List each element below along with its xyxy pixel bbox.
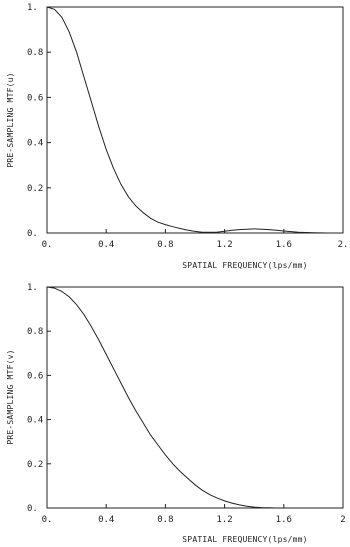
- lower-x-tick-label: 2: [340, 515, 345, 525]
- upper-x-axis-label: SPATIAL FREQUENCY(lps/mm): [182, 261, 307, 270]
- upper-x-tick-label: 2.: [338, 240, 349, 250]
- lower-x-ticks: 0. 0.4 0.8 1.2 1.6 2: [42, 504, 346, 525]
- lower-x-axis-label: SPATIAL FREQUENCY(lps/mm): [182, 535, 307, 544]
- upper-y-tick-label: 0.8: [27, 48, 43, 58]
- lower-y-tick-label: 0.8: [27, 327, 43, 337]
- lower-y-tick-label: 1.: [27, 283, 38, 293]
- lower-x-tick-label: 0.8: [157, 515, 173, 525]
- upper-y-tick-label: 1.: [27, 3, 38, 13]
- upper-plot-frame: [46, 6, 344, 234]
- upper-x-tick-label: 0.8: [157, 240, 173, 250]
- upper-x-tick-label: 0.: [42, 240, 53, 250]
- lower-y-tick-label: 0.: [27, 504, 38, 514]
- upper-y-tick-label: 0.: [27, 229, 38, 239]
- upper-y-tick-label: 0.6: [27, 93, 43, 103]
- lower-y-tick-label: 0.6: [27, 371, 43, 381]
- lower-y-axis-label: PRE-SAMPLING MTF(v): [6, 349, 15, 444]
- upper-x-tick-label: 1.2: [216, 240, 232, 250]
- lower-y-tick-label: 0.2: [27, 460, 43, 470]
- lower-plot-frame: [46, 286, 344, 509]
- upper-y-axis-label: PRE-SAMPLING MTF(u): [6, 72, 15, 167]
- upper-y-tick-label: 0.4: [27, 139, 43, 149]
- upper-y-ticks: 0. 0.2 0.4 0.6 0.8 1.: [27, 3, 51, 239]
- upper-y-tick-label: 0.2: [27, 184, 43, 194]
- lower-x-tick-label: 1.2: [216, 515, 232, 525]
- lower-x-tick-label: 0.: [42, 515, 53, 525]
- upper-x-tick-label: 1.6: [276, 240, 292, 250]
- chart-lower: 0. 0.2 0.4 0.6 0.8 1. 0. 0.4 0.8 1.2 1.6 2 PRE-SAM…: [6, 283, 346, 544]
- chart-upper: 0. 0.2 0.4 0.6 0.8 1. 0. 0.4 0.8 1.2 1.6 2. PRE-SA…: [6, 3, 348, 270]
- lower-x-tick-label: 0.4: [98, 515, 114, 525]
- lower-x-tick-label: 1.6: [276, 515, 292, 525]
- lower-mtf-curve: [46, 286, 299, 509]
- upper-mtf-curve: [46, 6, 343, 234]
- upper-x-tick-label: 0.4: [98, 240, 114, 250]
- lower-y-tick-label: 0.4: [27, 416, 43, 426]
